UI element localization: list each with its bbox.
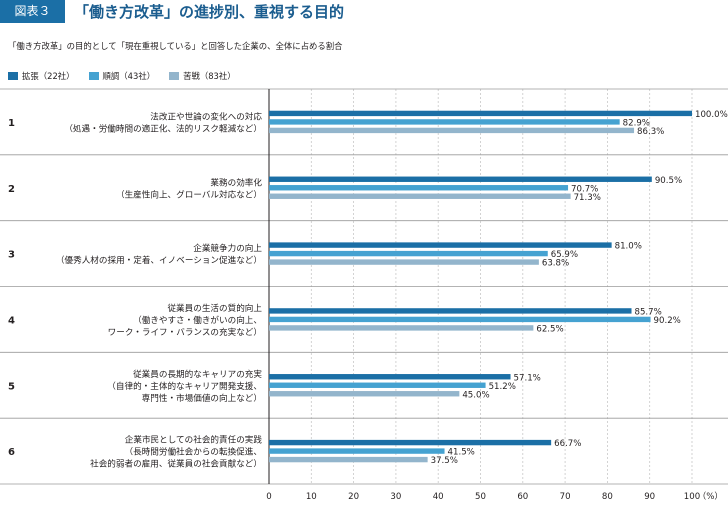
bar-series3 — [269, 456, 428, 463]
chart-subtitle: 「働き方改革」の目的として「現在重視している」と回答した企業の、全体に占める割合 — [8, 41, 343, 51]
x-tick-label: 40 — [433, 492, 444, 502]
category-label: 企業競争力の向上 — [193, 242, 262, 254]
bar-value-label: 57.1% — [514, 373, 541, 383]
category-label: 従業員の生活の質的向上 — [167, 302, 262, 314]
bar-value-label: 71.3% — [574, 193, 601, 203]
bar-series2 — [269, 382, 486, 388]
bar-series3 — [269, 325, 534, 331]
bar-series3 — [269, 391, 460, 397]
bar-series3 — [269, 193, 571, 199]
bar-series3 — [269, 259, 539, 265]
bar-series1 — [269, 439, 552, 446]
legend-label-series3: 苦戦（83社） — [183, 71, 236, 81]
bar-series1 — [269, 176, 652, 182]
x-tick-label: 90 — [644, 492, 655, 502]
category-number: 4 — [8, 315, 15, 326]
category-number: 3 — [8, 250, 15, 261]
category-number: 5 — [8, 381, 15, 392]
bar-value-label: 85.7% — [635, 308, 662, 318]
category-label: 社会的弱者の雇用、従業員の社会貢献など） — [90, 458, 262, 470]
x-tick-label: 30 — [390, 492, 401, 502]
bar-value-label: 86.3% — [637, 127, 664, 137]
category-label: ワーク・ライフ・バランスの充実など） — [108, 326, 262, 338]
x-axis-unit: （%） — [698, 491, 723, 502]
legend-label-series1: 拡張（22社） — [22, 71, 75, 81]
figure-header: 図表３ 「働き方改革」の進捗別、重視する目的 — [0, 0, 728, 34]
bar-series1 — [269, 110, 692, 117]
legend-item-series2: 順調（43社） — [88, 69, 156, 83]
bar-series3 — [269, 127, 635, 134]
bar-value-label: 82.9% — [623, 119, 650, 129]
bar-value-label: 62.5% — [536, 325, 563, 335]
category-label: 従業員の長期的なキャリアの充実 — [133, 368, 262, 380]
x-tick-label: 10 — [306, 492, 317, 502]
category-label: 企業市民としての社会的責任の実践 — [125, 434, 263, 446]
bar-chart: 1法改正や世論の変化への対応（処遇・労働時間の適正化、法的リスク軽減など）100… — [0, 88, 728, 502]
figure-badge: 図表３ — [0, 0, 65, 23]
x-tick-label: 60 — [517, 492, 528, 502]
bar-value-label: 65.9% — [551, 250, 578, 260]
category-number: 6 — [8, 447, 15, 458]
bar-series2 — [269, 119, 620, 125]
bar-value-label: 66.7% — [554, 439, 581, 449]
category-number: 1 — [8, 118, 15, 129]
legend-label-series2: 順調（43社） — [102, 71, 156, 81]
bar-value-label: 100.0% — [695, 110, 728, 120]
category-label: 専門性・市場価値の向上など） — [142, 392, 262, 404]
x-tick-label: 70 — [560, 492, 571, 502]
legend-swatch-series2 — [88, 72, 99, 80]
bar-series1 — [269, 308, 632, 314]
legend-item-series3: 苦戦（83社） — [169, 69, 236, 83]
bar-series1 — [269, 242, 612, 248]
category-label: （生産性向上、グローバル対応など） — [116, 188, 262, 200]
x-tick-label: 100 — [684, 492, 700, 502]
legend-item-series1: 拡張（22社） — [8, 69, 75, 83]
category-label: （優秀人材の採用・定着、イノベーション促進など） — [56, 254, 262, 266]
category-label: （長時間労働社会からの転換促進、 — [124, 446, 262, 458]
bar-value-label: 37.5% — [431, 456, 458, 466]
category-label: （働きやすさ・働きがいの向上、 — [133, 314, 262, 326]
bar-value-label: 41.5% — [448, 448, 475, 458]
bar-value-label: 51.2% — [489, 382, 516, 392]
x-tick-label: 80 — [602, 492, 613, 502]
bar-value-label: 45.0% — [462, 390, 489, 400]
legend-swatch-series3 — [169, 72, 180, 80]
category-label: （処遇・労働時間の適正化、法的リスク軽減など） — [64, 122, 262, 134]
category-number: 2 — [8, 184, 15, 195]
bar-series1 — [269, 374, 511, 380]
bar-value-label: 81.0% — [615, 242, 642, 252]
bar-series2 — [269, 185, 569, 191]
bar-value-label: 70.7% — [571, 184, 598, 194]
bar-series2 — [269, 448, 445, 454]
x-tick-label: 50 — [475, 492, 486, 502]
chart-legend: 拡張（22社） 順調（43社） 苦戦（83社） — [8, 69, 236, 83]
bar-value-label: 63.8% — [542, 259, 569, 269]
bar-value-label: 90.2% — [654, 316, 681, 326]
figure-title: 「働き方改革」の進捗別、重視する目的 — [74, 3, 345, 21]
legend-swatch-series1 — [8, 72, 18, 80]
bar-series2 — [269, 316, 651, 323]
x-tick-label: 20 — [348, 492, 359, 502]
bar-series2 — [269, 250, 548, 257]
category-label: 業務の効率化 — [210, 176, 262, 188]
category-label: （自律的・主体的なキャリア開発支援、 — [107, 380, 262, 392]
x-tick-label: 0 — [266, 492, 271, 502]
category-label: 法改正や世論の変化への対応 — [150, 110, 262, 122]
bar-value-label: 90.5% — [655, 176, 682, 186]
